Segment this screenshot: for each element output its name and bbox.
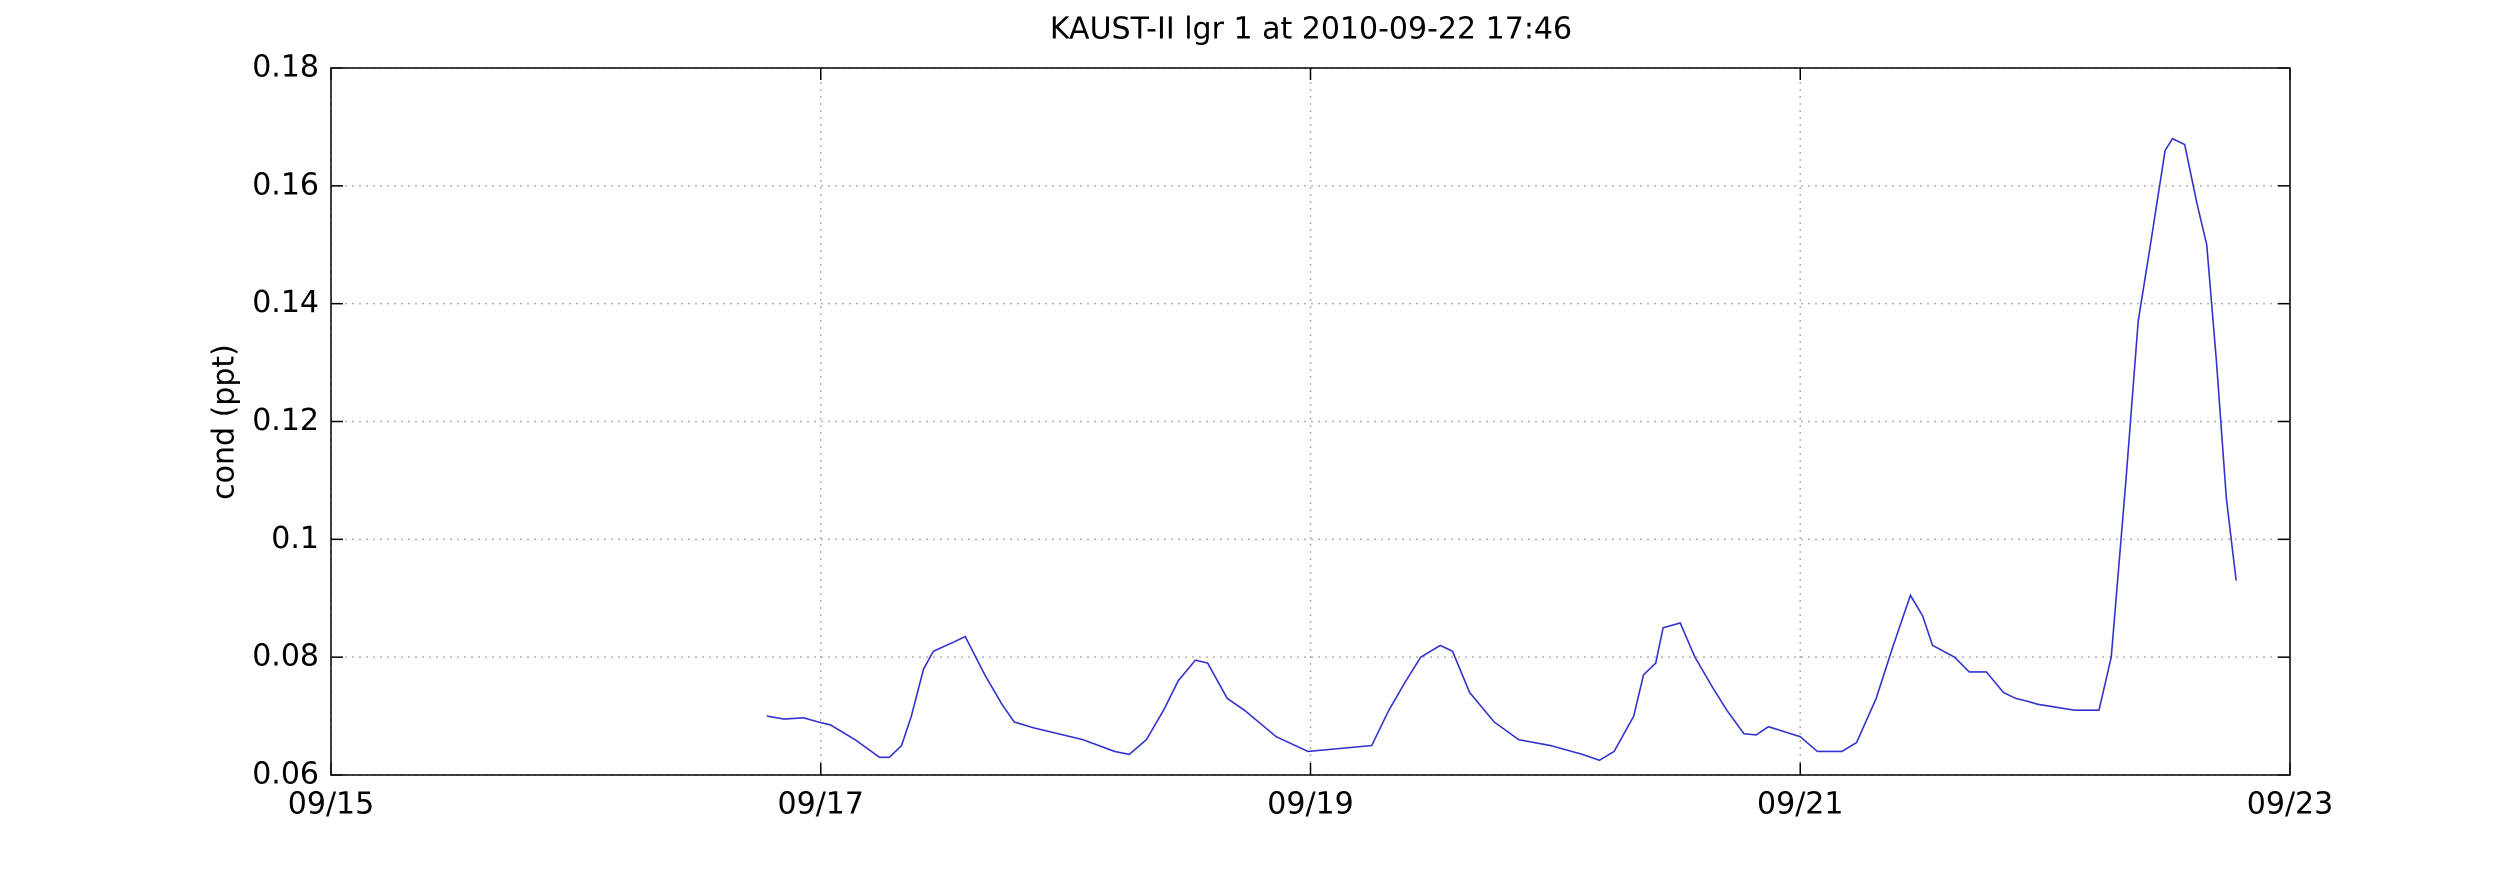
x-tick-label: 09/19 xyxy=(1267,787,1353,822)
chart-title: KAUST-II lgr 1 at 2010-09-22 17:46 xyxy=(1050,12,1572,47)
x-tick-label: 09/17 xyxy=(778,787,864,822)
y-tick-label: 0.1 xyxy=(271,521,319,556)
data-line xyxy=(766,137,2237,762)
y-axis-label: cond (ppt) xyxy=(207,344,242,500)
y-tick-label: 0.08 xyxy=(252,639,319,674)
x-tick-label: 09/15 xyxy=(288,787,374,822)
y-tick-label: 0.16 xyxy=(252,167,319,202)
axes-frame xyxy=(330,67,2291,776)
y-tick-label: 0.12 xyxy=(252,403,319,438)
y-tick-label: 0.06 xyxy=(252,757,319,792)
y-tick-label: 0.18 xyxy=(252,50,319,85)
y-tick-label: 0.14 xyxy=(252,285,319,320)
x-tick-label: 09/23 xyxy=(2247,787,2333,822)
plot-area: 0.06 0.08 0.1 0.12 0.14 0.16 0.18 09/15 09/17 09/… xyxy=(252,50,2333,822)
x-tick-label: 09/21 xyxy=(1757,787,1843,822)
